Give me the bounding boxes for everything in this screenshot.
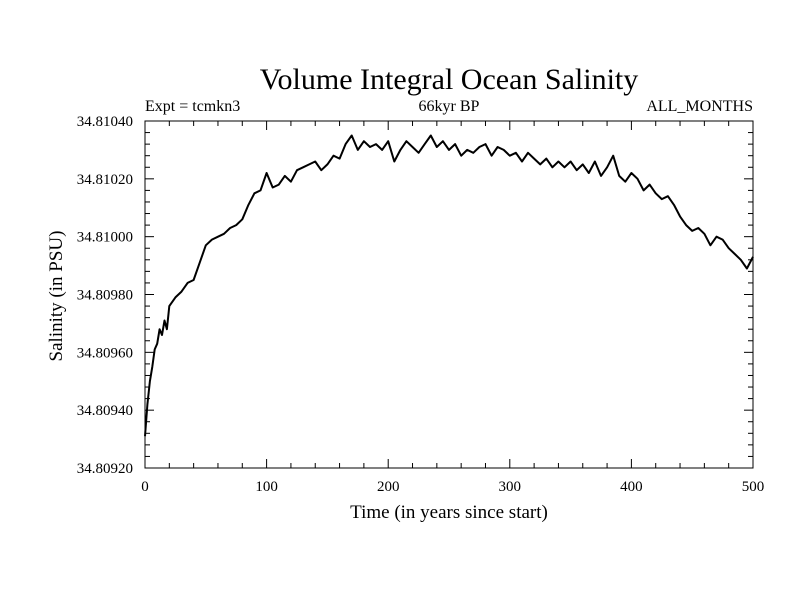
- y-tick-label: 34.80920: [77, 461, 133, 477]
- y-tick-label: 34.81020: [77, 172, 133, 188]
- series-line: [144, 134, 754, 437]
- chart-title: Volume Integral Ocean Salinity: [260, 63, 639, 96]
- months-label: ALL_MONTHS: [646, 98, 753, 115]
- axis-ticks: [144, 120, 754, 469]
- y-tick-label: 34.81040: [77, 114, 133, 130]
- x-axis-title: Time (in years since start): [350, 502, 548, 523]
- x-tick-label: 200: [377, 479, 400, 495]
- y-tick-label: 34.80980: [77, 288, 133, 304]
- y-tick-label: 34.80940: [77, 403, 133, 419]
- x-tick-label: 100: [255, 479, 278, 495]
- x-tick-label: 0: [141, 479, 149, 495]
- period-label: 66kyr BP: [419, 98, 480, 115]
- plot-frame: [144, 120, 754, 469]
- y-axis-title: Salinity (in PSU): [46, 231, 67, 362]
- x-tick-label: 500: [742, 479, 765, 495]
- x-tick-label: 300: [499, 479, 522, 495]
- y-tick-label: 34.80960: [77, 345, 133, 361]
- experiment-label: Expt = tcmkn3: [145, 98, 240, 115]
- y-tick-label: 34.81000: [77, 230, 133, 246]
- axis-tick-labels: 0 100 200 300 400 500 34.80920 34.80940 34.80960…: [77, 114, 765, 495]
- x-tick-label: 400: [620, 479, 643, 495]
